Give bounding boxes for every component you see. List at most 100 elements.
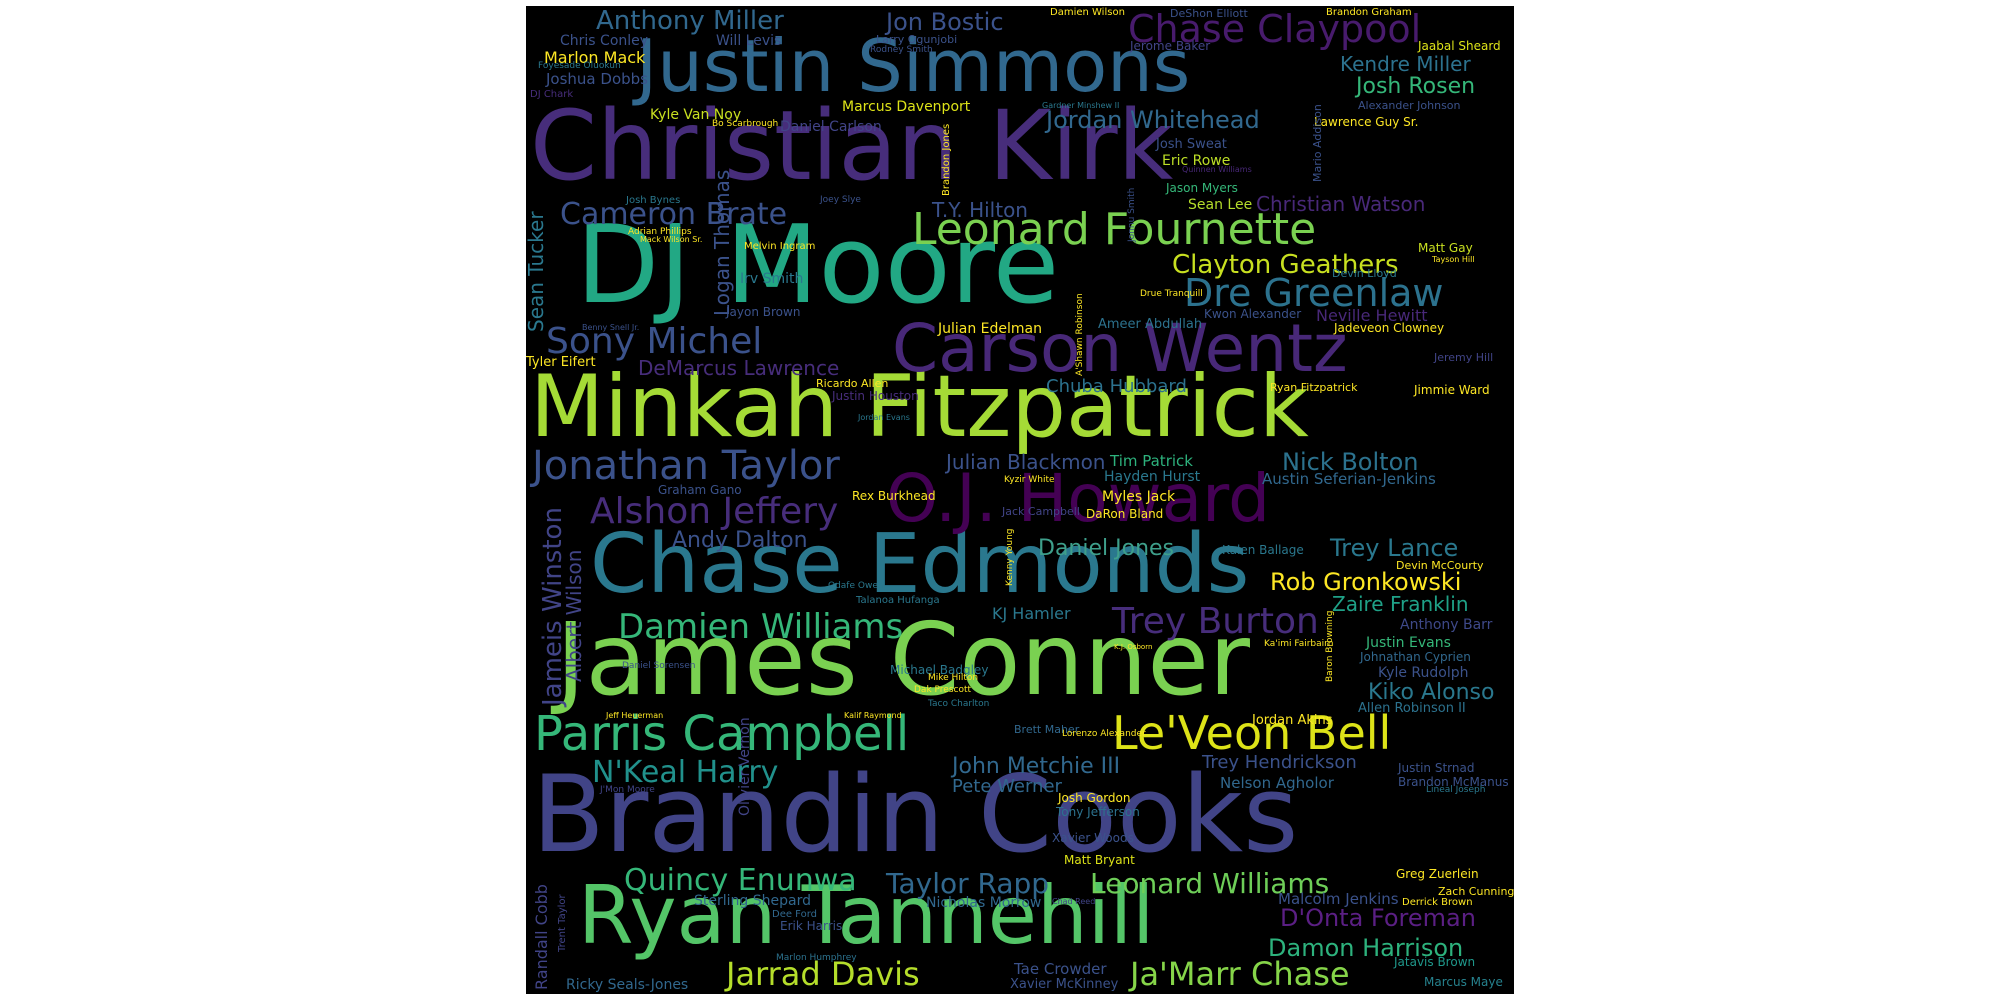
- word: Dak Prescott: [914, 685, 972, 695]
- word: Myles Jack: [1102, 489, 1176, 505]
- word: Zaire Franklin: [1332, 592, 1469, 616]
- word: Michael Badgley: [890, 663, 989, 677]
- word: Chase Claypool: [1128, 7, 1422, 51]
- word: Mack Wilson Sr.: [640, 235, 703, 244]
- word: Justin Simmons: [636, 24, 1191, 108]
- word: Josh Sweat: [1156, 137, 1227, 152]
- word: Leonard Williams: [1090, 867, 1330, 900]
- word: James Conner: [556, 601, 1250, 718]
- word: Jason Myers: [1166, 181, 1238, 195]
- word: Kwon Alexander: [1204, 307, 1302, 321]
- word: Melvin Ingram: [744, 241, 816, 252]
- word: Brett Maher: [1014, 723, 1080, 736]
- word: Chase Edmonds: [590, 517, 1250, 612]
- word: Jerome Baker: [1130, 39, 1211, 53]
- word: Talanoa Hufanga: [856, 595, 940, 606]
- word: Will Levis: [716, 33, 782, 49]
- word: Joey Slye: [820, 195, 861, 205]
- word: Rex Burkhead: [852, 489, 936, 503]
- word: Justin Strnad: [1398, 761, 1475, 775]
- word: Ricky Seals-Jones: [566, 977, 689, 993]
- word: Alexander Johnson: [1358, 99, 1461, 112]
- word: Graham Gano: [658, 483, 742, 497]
- word: Chad Reed: [1052, 897, 1096, 906]
- word: O.J. Howard: [886, 460, 1270, 537]
- word: John Metchie III: [952, 754, 1121, 779]
- word: Taylor Rapp: [886, 867, 1050, 900]
- word: Sean Lee: [1188, 197, 1253, 213]
- word: Jordan Akins: [1252, 713, 1333, 728]
- word: T.Y. Hilton: [932, 198, 1028, 222]
- word: Rodney Smith: [870, 45, 933, 55]
- word: Taco Charlton: [928, 699, 990, 709]
- word: DJ Moore: [576, 203, 1060, 328]
- word: Damien Wilson: [1050, 7, 1125, 18]
- word: Jeff Heuerman: [606, 711, 664, 720]
- word: Le'Veon Bell: [1112, 706, 1392, 760]
- word: DeShon Elliott: [1170, 7, 1248, 20]
- word: Jonathan Taylor: [532, 443, 840, 489]
- word: Nicholas Morrow: [926, 895, 1042, 911]
- word: Matt Gay: [1418, 241, 1473, 255]
- word: Devin Lloyd: [1332, 267, 1397, 280]
- word: DJ Chark: [530, 89, 574, 100]
- word: Irv Smith: [740, 271, 804, 287]
- word: Jatavis Brown: [1394, 955, 1476, 969]
- word: Adrian Phillips: [628, 227, 692, 237]
- word: Carson Wentz: [892, 310, 1348, 387]
- word: Anthony Barr: [1400, 617, 1493, 633]
- word: Chris Conley: [560, 33, 649, 49]
- word: Baron Browning: [1325, 610, 1335, 682]
- word: Julian Edelman: [938, 321, 1043, 337]
- word: Nick Bolton: [1282, 448, 1419, 476]
- word: Trey Lance: [1330, 534, 1459, 562]
- word: N'Keal Harry: [592, 755, 779, 790]
- word: Tony Jefferson: [1056, 805, 1140, 819]
- word: Trey Hendrickson: [1202, 752, 1357, 773]
- word: Ja'Marr Chase: [1130, 955, 1350, 993]
- word: Josh Rosen: [1356, 74, 1476, 99]
- word: Larry Ogunjobi: [876, 33, 958, 46]
- word: Quincy Enunwa: [624, 863, 857, 898]
- word: Neville Hewitt: [1316, 306, 1428, 325]
- word: Austin Seferian-Jenkins: [1262, 470, 1436, 488]
- word: J'Mon Moore: [600, 785, 655, 795]
- word: Kiko Alonso: [1368, 680, 1495, 705]
- word: Erik Harris: [780, 919, 843, 933]
- word: Andy Dalton: [672, 528, 808, 553]
- word: Pete Werner: [952, 776, 1062, 797]
- word: Kyzir White: [1004, 475, 1055, 485]
- word: Mario Addison: [1311, 104, 1324, 182]
- word: Hayden Hurst: [1104, 469, 1201, 485]
- word: Xavier Woods: [1052, 831, 1134, 845]
- word: Sony Michel: [546, 321, 763, 362]
- word: Jonnu Smith: [1127, 187, 1137, 242]
- word: Jeremy Hill: [1434, 351, 1494, 364]
- word: Tim Patrick: [1110, 452, 1193, 470]
- word: Damien Williams: [618, 607, 904, 647]
- word: Eric Rowe: [1162, 153, 1231, 169]
- word: Drue Tranquill: [1140, 289, 1203, 299]
- word: Kyle Van Noy: [650, 107, 742, 123]
- word: Kalen Ballage: [1222, 543, 1304, 557]
- word: DaRon Bland: [1086, 507, 1164, 521]
- word: Tayson Hill: [1432, 255, 1475, 264]
- word: Olivier Vernon: [737, 717, 753, 816]
- word: Josh Gordon: [1058, 791, 1131, 805]
- word: Christian Watson: [1256, 192, 1426, 216]
- word: Alshon Jeffery: [590, 491, 839, 532]
- word: Xavier McKinney: [1010, 977, 1119, 992]
- word: Dee Ford: [772, 909, 817, 920]
- word: Kyle Rudolph: [1378, 665, 1469, 681]
- word: D'Onta Foreman: [1280, 904, 1476, 932]
- word: Tyler Eifert: [526, 355, 596, 370]
- word: Johnathan Cyprien: [1360, 650, 1471, 664]
- word: Justin Evans: [1366, 635, 1451, 651]
- word: Jordan Whitehead: [1046, 106, 1260, 134]
- word: Malcolm Jenkins: [1278, 890, 1399, 908]
- word: Daniel Carlson: [780, 119, 882, 135]
- word: Joshua Dobbs: [546, 70, 648, 88]
- word: Josh Bynes: [626, 195, 681, 206]
- word: Clayton Geathers: [1172, 250, 1399, 280]
- word: Anthony Miller: [596, 6, 784, 36]
